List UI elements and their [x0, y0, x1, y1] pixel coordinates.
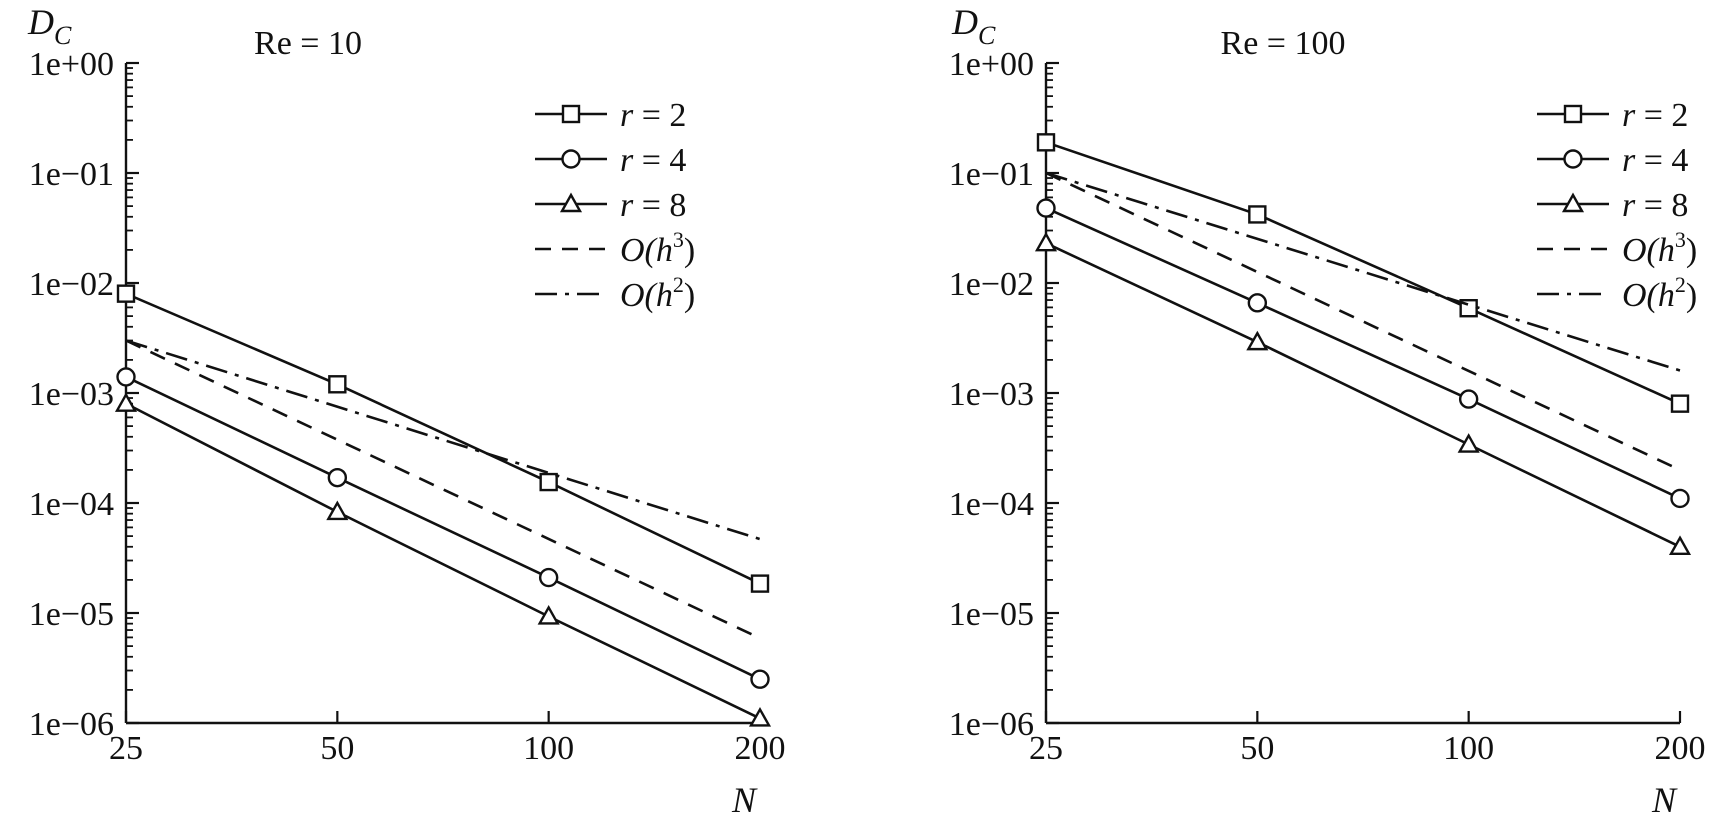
- series-line: [1045, 171, 1681, 472]
- legend-marker: [1563, 104, 1583, 124]
- data-point: [748, 706, 772, 727]
- legend-label: O(h3): [620, 227, 695, 269]
- data-point: [1670, 488, 1690, 509]
- data-point: [1036, 198, 1056, 218]
- series-3: [1034, 231, 1692, 555]
- data-point: [1034, 231, 1058, 252]
- data-point: [750, 669, 770, 689]
- data-point: [537, 605, 560, 625]
- y-tick-label: 1e+00: [949, 46, 1034, 83]
- legend-label: r = 8: [1622, 187, 1688, 224]
- series-line: [125, 402, 761, 720]
- series-5: [125, 339, 761, 541]
- data-point: [1247, 293, 1268, 313]
- data-point: [1670, 394, 1690, 413]
- data-point: [326, 500, 349, 521]
- x-tick-label: 100: [523, 730, 574, 767]
- series-2: [1036, 198, 1690, 509]
- x-axis-label: N: [1651, 780, 1678, 820]
- data-point: [114, 392, 138, 412]
- data-point: [116, 367, 136, 387]
- y-tick-label: 1e−01: [29, 156, 114, 193]
- data-point: [538, 567, 559, 588]
- x-tick-label: 200: [735, 730, 786, 767]
- y-tick-label: 1e−06: [949, 706, 1034, 743]
- y-tick-label: 1e−04: [29, 486, 114, 523]
- data-point: [539, 472, 558, 492]
- series-4: [1045, 171, 1681, 472]
- legend-label: r = 2: [1622, 97, 1688, 134]
- legend-marker: [1563, 149, 1583, 169]
- data-point: [327, 467, 348, 488]
- chart-title: Re = 10: [254, 25, 362, 62]
- series-3: [114, 392, 772, 727]
- legend-label: O(h2): [1622, 272, 1697, 314]
- series-line: [125, 339, 761, 541]
- data-point: [1248, 205, 1267, 224]
- legend-marker: [1561, 192, 1585, 213]
- data-point: [750, 574, 770, 593]
- x-tick-label: 25: [1029, 730, 1063, 767]
- data-point: [328, 375, 347, 394]
- y-tick-label: 1e−03: [29, 376, 114, 413]
- y-tick-label: 1e−05: [29, 596, 114, 633]
- y-tick-label: 1e−05: [949, 596, 1034, 633]
- legend-label: O(h3): [1622, 227, 1697, 269]
- data-point: [1036, 133, 1056, 152]
- y-tick-label: 1e+00: [29, 46, 114, 83]
- x-tick-label: 100: [1443, 730, 1494, 767]
- data-point: [1457, 433, 1480, 453]
- y-axis-label: DC: [951, 2, 996, 50]
- legend-marker: [561, 149, 581, 169]
- x-tick-label: 50: [320, 730, 354, 767]
- data-point: [116, 284, 136, 303]
- legend: r = 2 r = 4 r = 8O(h3)O(h2): [1537, 97, 1697, 314]
- legend-label: r = 4: [620, 142, 686, 179]
- legend-label: O(h2): [620, 272, 695, 314]
- y-tick-label: 1e−03: [949, 376, 1034, 413]
- legend-marker: [559, 192, 583, 213]
- y-tick-label: 1e−02: [29, 266, 114, 303]
- x-tick-label: 25: [109, 730, 143, 767]
- legend-marker: [561, 104, 581, 124]
- legend-label: r = 4: [1622, 142, 1688, 179]
- series-line: [125, 339, 761, 640]
- series-line: [1045, 206, 1681, 500]
- series-line: [1045, 242, 1681, 548]
- data-point: [1668, 535, 1692, 555]
- x-tick-label: 200: [1655, 730, 1706, 767]
- series-line: [125, 292, 761, 585]
- x-axis-label: N: [731, 780, 758, 820]
- y-tick-label: 1e−01: [949, 156, 1034, 193]
- series-1: [1036, 133, 1690, 413]
- y-axis-label: DC: [27, 2, 72, 50]
- series-4: [125, 339, 761, 640]
- series-line: [125, 375, 761, 681]
- y-tick-label: 1e−04: [949, 486, 1034, 523]
- series-1: [116, 284, 770, 593]
- series-5: [1045, 171, 1681, 372]
- x-tick-label: 50: [1240, 730, 1274, 767]
- legend-label: r = 8: [620, 187, 686, 224]
- data-point: [1246, 330, 1269, 351]
- y-tick-label: 1e−06: [29, 706, 114, 743]
- legend: r = 2 r = 4 r = 8O(h3)O(h2): [535, 97, 695, 314]
- series-line: [1045, 141, 1681, 405]
- y-tick-label: 1e−02: [949, 266, 1034, 303]
- series-2: [116, 367, 770, 689]
- data-point: [1458, 389, 1479, 409]
- chart-title: Re = 100: [1221, 25, 1346, 62]
- series-line: [1045, 171, 1681, 372]
- legend-label: r = 2: [620, 97, 686, 134]
